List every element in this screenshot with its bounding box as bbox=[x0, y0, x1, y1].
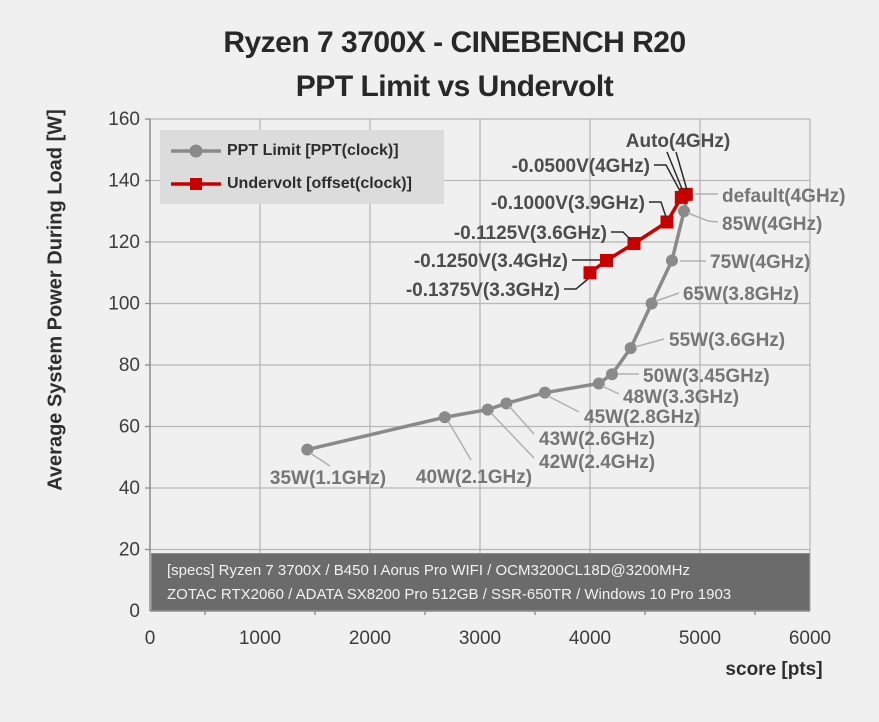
data-point-label: 85W(4GHz) bbox=[722, 214, 822, 235]
label-leader-line bbox=[634, 338, 665, 348]
data-point-marker bbox=[438, 411, 451, 424]
x-tick-label: 0 bbox=[145, 628, 156, 649]
label-leader-line bbox=[649, 201, 667, 218]
label-leader-line bbox=[547, 395, 580, 413]
label-leader-line bbox=[447, 420, 472, 461]
x-tick-label: 5000 bbox=[679, 628, 721, 649]
data-point-label: -0.1125V(3.6GHz) bbox=[454, 223, 607, 244]
label-leader-line bbox=[309, 452, 331, 467]
data-point-marker bbox=[481, 403, 494, 416]
data-point-label: 43W(2.6GHz) bbox=[539, 429, 655, 450]
data-point-marker bbox=[592, 377, 605, 390]
data-point-marker bbox=[679, 187, 693, 201]
data-point-label: 40W(2.1GHz) bbox=[416, 467, 532, 488]
y-tick-label: 60 bbox=[119, 417, 140, 438]
data-point-label: 48W(3.3GHz) bbox=[623, 387, 739, 408]
data-point-label: Auto(4GHz) bbox=[626, 131, 730, 152]
data-point-marker bbox=[660, 215, 674, 229]
specs-box: [specs] Ryzen 7 3700X / B450 I Aorus Pro… bbox=[151, 553, 810, 611]
x-tick-label: 2000 bbox=[349, 628, 391, 649]
data-point-marker bbox=[606, 368, 618, 381]
data-point-label: -0.1250V(3.4GHz) bbox=[414, 251, 568, 272]
chart-title-line1: Ryzen 7 3700X - CINEBENCH R20 bbox=[223, 26, 686, 59]
legend-item-undervolt: Undervolt [offset(clock)] bbox=[170, 175, 444, 193]
y-tick-label: 140 bbox=[108, 171, 140, 192]
data-point-label: 45W(2.8GHz) bbox=[584, 407, 700, 428]
data-point-marker bbox=[583, 266, 597, 280]
label-leader-line bbox=[655, 292, 680, 302]
y-tick-label: 40 bbox=[119, 478, 140, 499]
x-tick-label: 6000 bbox=[789, 628, 831, 649]
legend-label-ppt-limit: PPT Limit [PPT(clock)] bbox=[227, 141, 399, 159]
y-tick-label: 120 bbox=[108, 232, 140, 253]
data-point-label: -0.1000V(3.9GHz) bbox=[491, 193, 645, 214]
data-point-marker bbox=[600, 253, 613, 267]
label-leader-line bbox=[490, 412, 535, 459]
data-point-marker bbox=[624, 342, 637, 355]
x-axis-title: score [pts] bbox=[725, 659, 823, 680]
data-point-marker bbox=[645, 297, 658, 310]
specs-line2: ZOTAC RTX2060 / ADATA SX8200 Pro 512GB /… bbox=[167, 586, 732, 603]
series-line-ppt-limit bbox=[306, 195, 690, 452]
legend-item-ppt-limit: PPT Limit [PPT(clock)] bbox=[170, 142, 444, 160]
data-point-label: 42W(2.4GHz) bbox=[539, 452, 655, 473]
label-leader-line bbox=[687, 212, 719, 223]
y-axis-title: Average System Power During Load [W] bbox=[44, 109, 67, 491]
x-tick-label: 3000 bbox=[459, 628, 501, 649]
label-leader-line bbox=[666, 151, 683, 190]
label-leader-line bbox=[508, 405, 535, 435]
x-tick-label: 4000 bbox=[569, 628, 611, 649]
chart-title-line2: PPT Limit vs Undervolt bbox=[295, 70, 614, 103]
label-leader-line bbox=[675, 151, 688, 191]
legend-label-undervolt: Undervolt [offset(clock)] bbox=[227, 174, 412, 192]
data-point-label: 35W(1.1GHz) bbox=[270, 468, 386, 489]
undervolt-marker-icon bbox=[171, 177, 221, 190]
label-leader-line bbox=[654, 164, 681, 192]
y-tick-label: 20 bbox=[119, 540, 140, 561]
label-leader-line bbox=[564, 278, 589, 290]
y-tick-label: 0 bbox=[129, 601, 140, 622]
data-point-label: 50W(3.45GHz) bbox=[643, 366, 770, 387]
data-point-label: -0.0500V(4GHz) bbox=[512, 156, 650, 177]
data-point-label: -0.1375V(3.3GHz) bbox=[406, 280, 560, 301]
specs-line1: [specs] Ryzen 7 3700X / B450 I Aorus Pro… bbox=[167, 562, 690, 579]
legend: PPT Limit [PPT(clock)] Undervolt [offset… bbox=[160, 130, 444, 204]
data-point-label: default(4GHz) bbox=[722, 186, 846, 207]
y-tick-label: 80 bbox=[119, 355, 140, 376]
x-tick-label: 1000 bbox=[239, 628, 281, 649]
data-point-marker bbox=[627, 237, 641, 251]
y-tick-label: 160 bbox=[108, 109, 140, 130]
label-leader-line bbox=[601, 385, 620, 395]
y-tick-label: 100 bbox=[108, 294, 140, 315]
ppt-limit-marker-icon bbox=[171, 144, 221, 157]
data-point-marker bbox=[678, 205, 691, 218]
label-leader-line bbox=[611, 231, 632, 241]
data-point-marker bbox=[538, 386, 551, 399]
data-point-label: 75W(4GHz) bbox=[710, 252, 810, 273]
data-point-label: 55W(3.6GHz) bbox=[669, 330, 785, 351]
data-point-label: 65W(3.8GHz) bbox=[683, 284, 799, 305]
data-point-marker bbox=[665, 254, 678, 267]
